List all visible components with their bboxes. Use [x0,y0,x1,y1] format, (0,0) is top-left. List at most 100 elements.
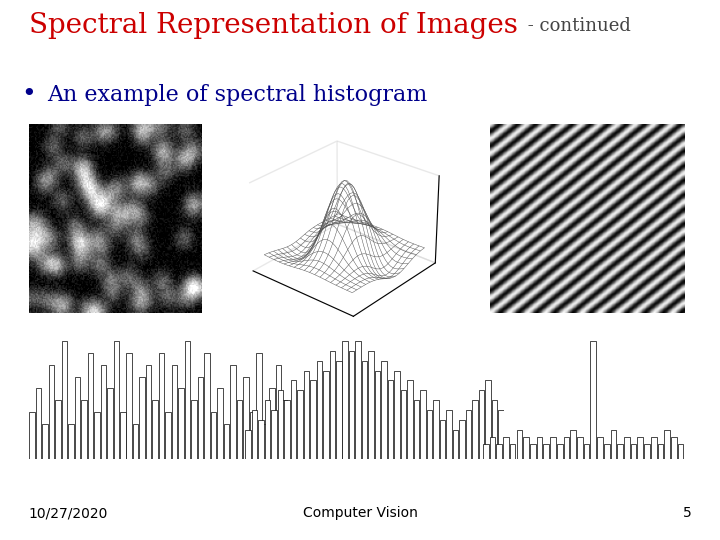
Bar [42,424,48,459]
Bar [276,364,281,459]
Bar [75,376,80,459]
Bar [433,400,438,459]
Bar [336,361,341,459]
Bar [204,353,210,459]
Bar [483,444,489,459]
Bar [446,410,451,459]
Bar [256,353,261,459]
Bar [530,444,536,459]
Bar [159,353,164,459]
Bar [133,424,138,459]
Text: 10/27/2020: 10/27/2020 [29,507,108,520]
Bar [536,437,542,459]
Bar [258,420,264,459]
Bar [472,400,477,459]
Bar [269,388,274,459]
Bar [252,410,257,459]
Bar [523,437,529,459]
Bar [127,353,132,459]
Bar [617,444,623,459]
Bar [557,444,562,459]
Bar [284,400,289,459]
Bar [297,390,302,459]
Bar [382,361,387,459]
Bar [401,390,406,459]
Text: Spectral Representation of Images: Spectral Representation of Images [29,12,518,39]
Bar [94,412,99,459]
Bar [114,341,119,459]
Bar [211,412,216,459]
Bar [590,341,596,459]
Bar [246,429,251,459]
Bar [271,410,276,459]
Bar [440,420,445,459]
Bar [250,412,255,459]
Bar [414,400,419,459]
Bar [49,364,54,459]
Bar [577,437,582,459]
Bar [498,410,503,459]
Bar [492,400,497,459]
Bar [503,437,509,459]
Bar [395,370,400,459]
Bar [375,370,380,459]
Bar [153,400,158,459]
Bar [55,400,60,459]
Bar [604,444,610,459]
Bar [179,388,184,459]
Bar [550,437,556,459]
Bar [263,424,268,459]
Bar [192,400,197,459]
Bar [349,351,354,459]
Bar [166,412,171,459]
Bar [564,437,570,459]
Bar [356,341,361,459]
Bar [624,437,630,459]
Bar [224,424,229,459]
Bar [198,376,203,459]
Bar [81,400,86,459]
Bar [584,444,590,459]
Bar [485,381,490,459]
Bar [427,410,432,459]
Bar [510,444,516,459]
Bar [388,381,393,459]
Bar [88,353,93,459]
Bar [420,390,426,459]
Bar [36,388,41,459]
Bar [140,376,145,459]
Bar [611,429,616,459]
Text: •: • [22,83,36,106]
Bar [68,424,73,459]
Text: 5: 5 [683,507,691,520]
Bar [265,400,270,459]
Bar [323,370,328,459]
Bar [120,412,125,459]
Bar [230,364,235,459]
Bar [466,410,471,459]
Bar [330,351,335,459]
Bar [459,420,464,459]
Bar [637,437,643,459]
Bar [631,444,636,459]
Bar [651,437,657,459]
Bar [30,412,35,459]
Bar [362,361,367,459]
Text: - continued: - continued [522,17,631,35]
Bar [304,370,309,459]
Bar [644,444,650,459]
Bar [597,437,603,459]
Bar [544,444,549,459]
Text: An example of spectral histogram: An example of spectral histogram [47,84,427,105]
Bar [665,429,670,459]
Bar [185,341,190,459]
Bar [343,341,348,459]
Bar [217,388,222,459]
Bar [678,444,683,459]
Bar [291,381,296,459]
Bar [172,364,177,459]
Bar [516,429,522,459]
Bar [657,444,663,459]
Bar [317,361,322,459]
Bar [278,390,283,459]
